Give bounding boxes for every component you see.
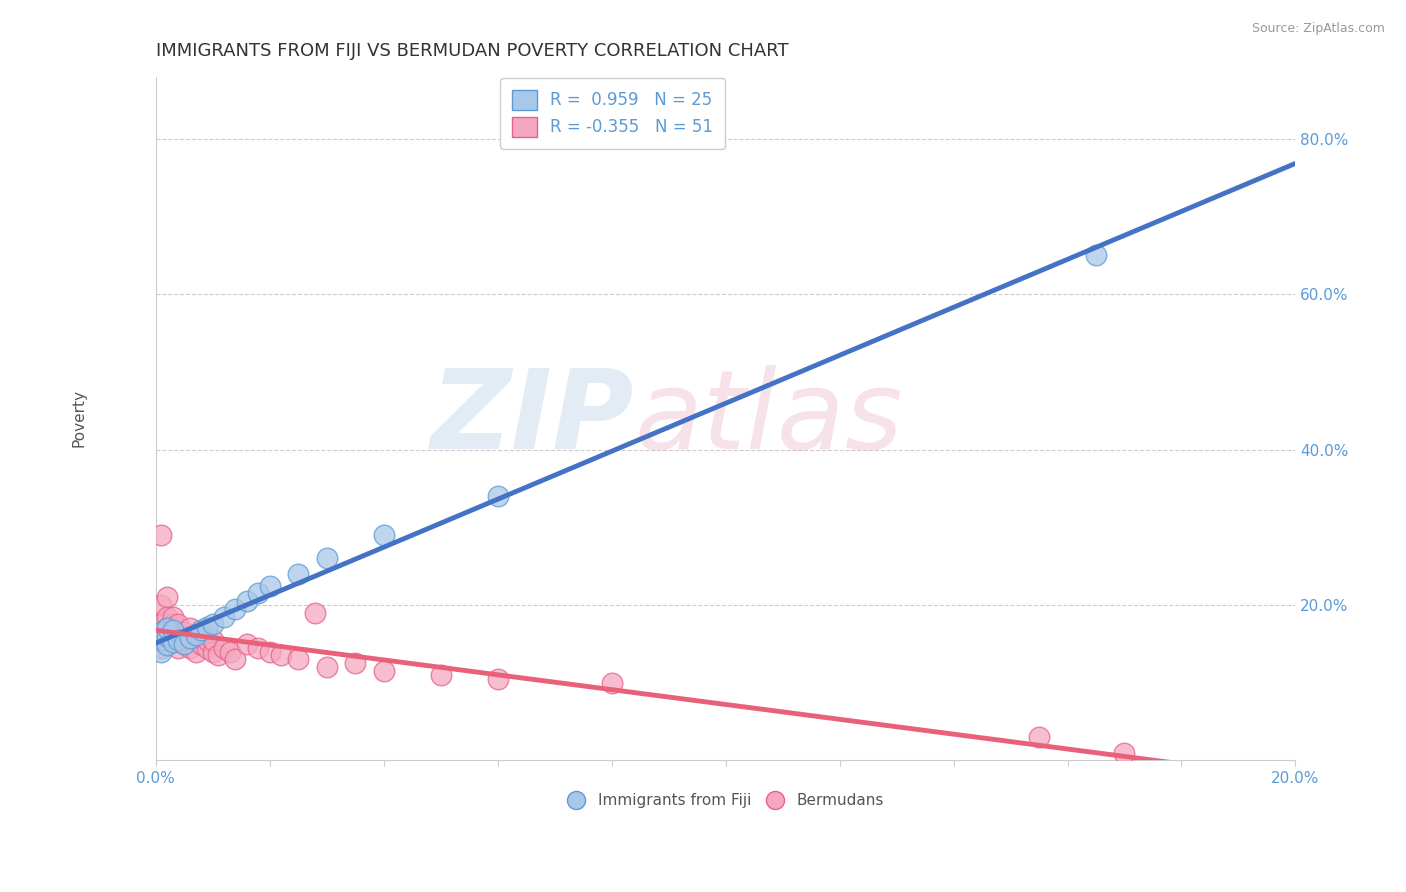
Point — [1085, 248, 1108, 262]
Point — [236, 594, 259, 608]
Point — [162, 635, 184, 649]
Point — [373, 664, 395, 678]
Point — [167, 629, 190, 643]
Point — [167, 640, 190, 655]
Point — [173, 637, 195, 651]
Point — [150, 640, 173, 655]
Point — [315, 551, 337, 566]
Point — [150, 629, 173, 643]
Point — [150, 632, 173, 647]
Point — [179, 640, 201, 655]
Point — [287, 566, 309, 581]
Point — [156, 625, 179, 640]
Point — [373, 528, 395, 542]
Point — [247, 640, 270, 655]
Point — [315, 660, 337, 674]
Point — [201, 617, 224, 632]
Point — [429, 668, 451, 682]
Point — [150, 644, 173, 658]
Point — [236, 637, 259, 651]
Point — [195, 620, 218, 634]
Text: ZIP: ZIP — [430, 365, 634, 472]
Point — [195, 632, 218, 647]
Point — [156, 591, 179, 605]
Point — [195, 640, 218, 655]
Text: Source: ZipAtlas.com: Source: ZipAtlas.com — [1251, 22, 1385, 36]
Point — [162, 625, 184, 640]
Point — [600, 675, 623, 690]
Point — [259, 644, 281, 658]
Point — [150, 617, 173, 632]
Point — [173, 625, 195, 640]
Point — [150, 528, 173, 542]
Point — [150, 614, 173, 628]
Point — [173, 632, 195, 647]
Point — [1114, 746, 1136, 760]
Point — [224, 602, 246, 616]
Point — [259, 578, 281, 592]
Y-axis label: Poverty: Poverty — [72, 390, 86, 448]
Point — [486, 489, 509, 503]
Legend: Immigrants from Fiji, Bermudans: Immigrants from Fiji, Bermudans — [561, 787, 890, 814]
Point — [190, 629, 212, 643]
Point — [162, 617, 184, 632]
Point — [201, 644, 224, 658]
Point — [207, 648, 229, 663]
Point — [201, 632, 224, 647]
Point — [156, 629, 179, 643]
Point — [486, 672, 509, 686]
Point — [218, 644, 240, 658]
Point — [190, 623, 212, 637]
Point — [162, 632, 184, 647]
Point — [162, 623, 184, 637]
Point — [156, 639, 179, 653]
Text: IMMIGRANTS FROM FIJI VS BERMUDAN POVERTY CORRELATION CHART: IMMIGRANTS FROM FIJI VS BERMUDAN POVERTY… — [156, 42, 789, 60]
Point — [167, 632, 190, 647]
Point — [156, 637, 179, 651]
Point — [179, 621, 201, 635]
Point — [150, 625, 173, 640]
Point — [145, 632, 167, 647]
Point — [184, 644, 207, 658]
Point — [184, 627, 207, 641]
Point — [247, 586, 270, 600]
Point — [162, 609, 184, 624]
Point — [179, 631, 201, 645]
Point — [184, 632, 207, 647]
Point — [344, 657, 367, 671]
Point — [173, 637, 195, 651]
Point — [304, 606, 326, 620]
Point — [156, 621, 179, 635]
Point — [287, 652, 309, 666]
Point — [1028, 730, 1050, 744]
Point — [156, 609, 179, 624]
Point — [190, 637, 212, 651]
Point — [156, 621, 179, 635]
Point — [150, 598, 173, 612]
Point — [179, 629, 201, 643]
Point — [212, 609, 235, 624]
Point — [270, 648, 292, 663]
Point — [167, 617, 190, 632]
Point — [212, 640, 235, 655]
Point — [224, 652, 246, 666]
Text: atlas: atlas — [634, 365, 903, 472]
